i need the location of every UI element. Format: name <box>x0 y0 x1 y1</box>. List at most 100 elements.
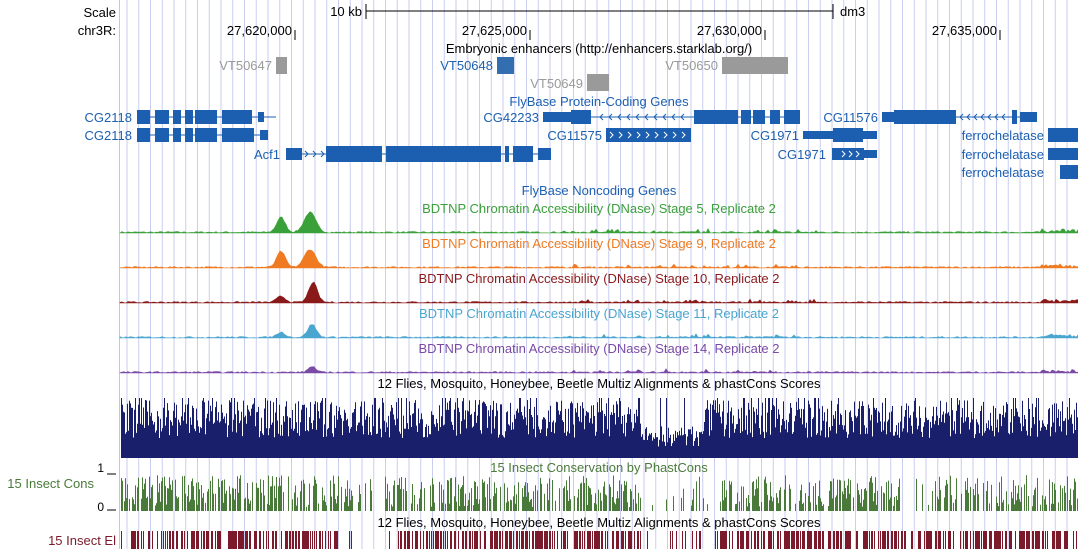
strand-arrow <box>617 113 622 121</box>
gene-cg2118-a[interactable] <box>137 110 276 124</box>
strand-arrow <box>973 113 978 121</box>
scale-bar <box>365 4 834 19</box>
gene-label[interactable]: CG42233 <box>483 110 539 125</box>
strand-arrows <box>304 113 1006 158</box>
scale-label: Scale <box>83 5 116 20</box>
dnase-signal-area[interactable] <box>119 211 1078 234</box>
gene-label[interactable]: CG2118 <box>85 110 132 125</box>
el-ticks[interactable] <box>121 531 1077 549</box>
enhancer-block[interactable] <box>276 57 287 74</box>
strand-arrow <box>681 131 686 139</box>
strand-arrow <box>672 131 677 139</box>
strand-arrow <box>994 113 999 121</box>
dnase-signals[interactable] <box>119 211 1078 374</box>
strand-arrow <box>635 113 640 121</box>
assembly-label: dm3 <box>840 4 865 19</box>
insect-cons-track-title[interactable]: 15 Insect Conservation by PhastCons <box>490 460 708 475</box>
position-tick-label: 27,620,000 <box>227 23 292 38</box>
enhancer-label[interactable]: VT50649 <box>530 76 583 91</box>
strand-arrow <box>1001 113 1006 121</box>
strand-arrow <box>855 150 860 158</box>
position-tick-label: 27,625,000 <box>462 23 527 38</box>
insect-cons-min-label: 0 <box>97 500 104 514</box>
insect-cons-signal[interactable] <box>121 475 1078 511</box>
dnase-signal-area[interactable] <box>119 281 1078 304</box>
enhancer-block[interactable] <box>722 57 788 74</box>
enhancer-items[interactable] <box>276 57 788 91</box>
gene-label[interactable]: CG2118 <box>85 128 132 143</box>
genes-track-title[interactable]: FlyBase Protein-Coding Genes <box>509 94 689 109</box>
gene-models[interactable] <box>137 110 1078 179</box>
dnase-signal-area[interactable] <box>119 366 1078 374</box>
gene-ferrochelatase-a[interactable] <box>1048 128 1078 142</box>
scale-bar-label: 10 kb <box>330 4 362 19</box>
strand-arrow <box>320 150 325 158</box>
enhancers-track-title[interactable]: Embryonic enhancers (http://enhancers.st… <box>446 41 752 56</box>
multiz-track-title[interactable]: 12 Flies, Mosquito, Honeybee, Beetle Mul… <box>378 376 821 391</box>
strand-arrow <box>636 131 641 139</box>
strand-arrow <box>626 113 631 121</box>
dnase-track-title[interactable]: BDTNP Chromatin Accessibility (DNase) St… <box>422 201 776 216</box>
strand-arrow <box>671 113 676 121</box>
dnase-signal-area[interactable] <box>119 249 1078 269</box>
dnase-track-title[interactable]: BDTNP Chromatin Accessibility (DNase) St… <box>422 236 776 251</box>
noncoding-track-title[interactable]: FlyBase Noncoding Genes <box>522 183 677 198</box>
enhancer-block[interactable] <box>497 57 514 74</box>
gene-label[interactable]: ferrochelatase <box>962 147 1044 162</box>
strand-arrow <box>654 131 659 139</box>
gene-cg1971-a[interactable] <box>803 128 877 142</box>
strand-arrow <box>312 150 317 158</box>
insect-el-signal[interactable] <box>121 531 1077 549</box>
strand-arrow <box>959 113 964 121</box>
enhancer-label[interactable]: VT50648 <box>440 58 493 73</box>
enhancer-label[interactable]: VT50647 <box>219 58 272 73</box>
strand-arrow <box>304 150 309 158</box>
strand-arrow <box>627 131 632 139</box>
gene-label[interactable]: ferrochelatase <box>962 165 1044 180</box>
chrom-label: chr3R: <box>78 23 116 38</box>
gene-label[interactable]: CG1971 <box>751 128 799 143</box>
strand-arrow <box>662 113 667 121</box>
insect-el-left-label[interactable]: 15 Insect El <box>48 533 116 548</box>
strand-arrow <box>644 113 649 121</box>
strand-arrow <box>608 113 613 121</box>
strand-arrow <box>966 113 971 121</box>
insect-cons-max-label: 1 <box>97 461 104 475</box>
position-tick-label: 27,630,000 <box>697 23 762 38</box>
multiz-bars[interactable] <box>121 398 1078 458</box>
strand-arrow <box>841 150 846 158</box>
dnase-track-title[interactable]: BDTNP Chromatin Accessibility (DNase) St… <box>418 341 779 356</box>
gene-ferrochelatase-c[interactable] <box>1060 165 1078 179</box>
insect-el-track-title[interactable]: 12 Flies, Mosquito, Honeybee, Beetle Mul… <box>378 515 821 530</box>
dnase-signal-area[interactable] <box>119 324 1078 339</box>
enhancer-label[interactable]: VT50650 <box>665 58 718 73</box>
strand-arrow <box>663 131 668 139</box>
strand-arrow <box>680 113 685 121</box>
dnase-track-title[interactable]: BDTNP Chromatin Accessibility (DNase) St… <box>418 271 779 286</box>
gene-acf1[interactable] <box>286 146 551 162</box>
gene-cg1971-b[interactable] <box>832 148 877 160</box>
cons-bars[interactable] <box>121 475 1078 511</box>
gene-label[interactable]: ferrochelatase <box>962 128 1044 143</box>
gene-label[interactable]: Acf1 <box>254 147 280 162</box>
strand-arrow <box>645 131 650 139</box>
strand-arrow <box>848 150 853 158</box>
position-ruler <box>294 30 1001 40</box>
strand-arrow <box>653 113 658 121</box>
gene-ferrochelatase-b[interactable] <box>1048 148 1078 160</box>
enhancer-block[interactable] <box>587 74 609 91</box>
gene-label[interactable]: CG1971 <box>778 147 826 162</box>
strand-arrow <box>609 131 614 139</box>
gene-label[interactable]: CG11576 <box>823 110 878 125</box>
strand-arrow <box>980 113 985 121</box>
strand-arrow <box>618 131 623 139</box>
strand-arrow <box>599 113 604 121</box>
gene-cg2118-b[interactable] <box>137 128 268 142</box>
insect-cons-left-label[interactable]: 15 Insect Cons <box>7 476 94 491</box>
multiz-signal[interactable] <box>121 398 1078 458</box>
strand-arrow <box>987 113 992 121</box>
position-tick-label: 27,635,000 <box>932 23 997 38</box>
dnase-track-title[interactable]: BDTNP Chromatin Accessibility (DNase) St… <box>419 306 779 321</box>
gene-label[interactable]: CG11575 <box>547 128 602 143</box>
